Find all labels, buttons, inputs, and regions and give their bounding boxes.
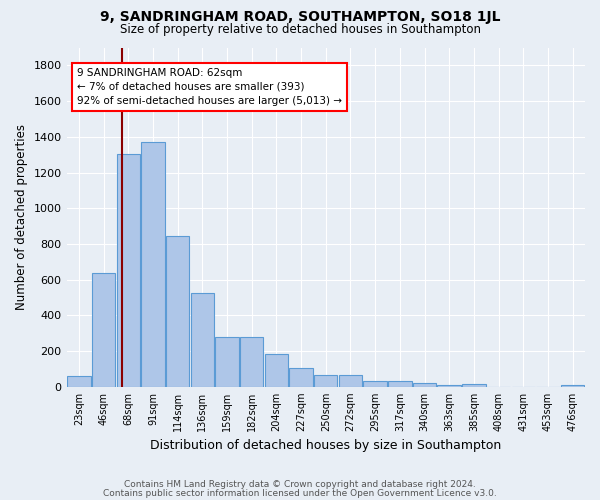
- Text: Contains public sector information licensed under the Open Government Licence v3: Contains public sector information licen…: [103, 488, 497, 498]
- Bar: [116, 154, 140, 387]
- Bar: [314, 375, 337, 387]
- Bar: [289, 368, 313, 387]
- Bar: [141, 142, 164, 387]
- Bar: [388, 380, 412, 387]
- Bar: [462, 384, 485, 387]
- Bar: [191, 293, 214, 387]
- Bar: [561, 385, 584, 387]
- Bar: [364, 380, 387, 387]
- Bar: [265, 354, 288, 387]
- X-axis label: Distribution of detached houses by size in Southampton: Distribution of detached houses by size …: [150, 440, 502, 452]
- Bar: [92, 272, 115, 387]
- Bar: [240, 337, 263, 387]
- Text: Contains HM Land Registry data © Crown copyright and database right 2024.: Contains HM Land Registry data © Crown c…: [124, 480, 476, 489]
- Bar: [437, 385, 461, 387]
- Bar: [339, 375, 362, 387]
- Text: 9 SANDRINGHAM ROAD: 62sqm
← 7% of detached houses are smaller (393)
92% of semi-: 9 SANDRINGHAM ROAD: 62sqm ← 7% of detach…: [77, 68, 342, 106]
- Text: 9, SANDRINGHAM ROAD, SOUTHAMPTON, SO18 1JL: 9, SANDRINGHAM ROAD, SOUTHAMPTON, SO18 1…: [100, 10, 500, 24]
- Bar: [413, 383, 436, 387]
- Text: Size of property relative to detached houses in Southampton: Size of property relative to detached ho…: [119, 22, 481, 36]
- Y-axis label: Number of detached properties: Number of detached properties: [15, 124, 28, 310]
- Bar: [67, 376, 91, 387]
- Bar: [215, 337, 239, 387]
- Bar: [166, 236, 190, 387]
